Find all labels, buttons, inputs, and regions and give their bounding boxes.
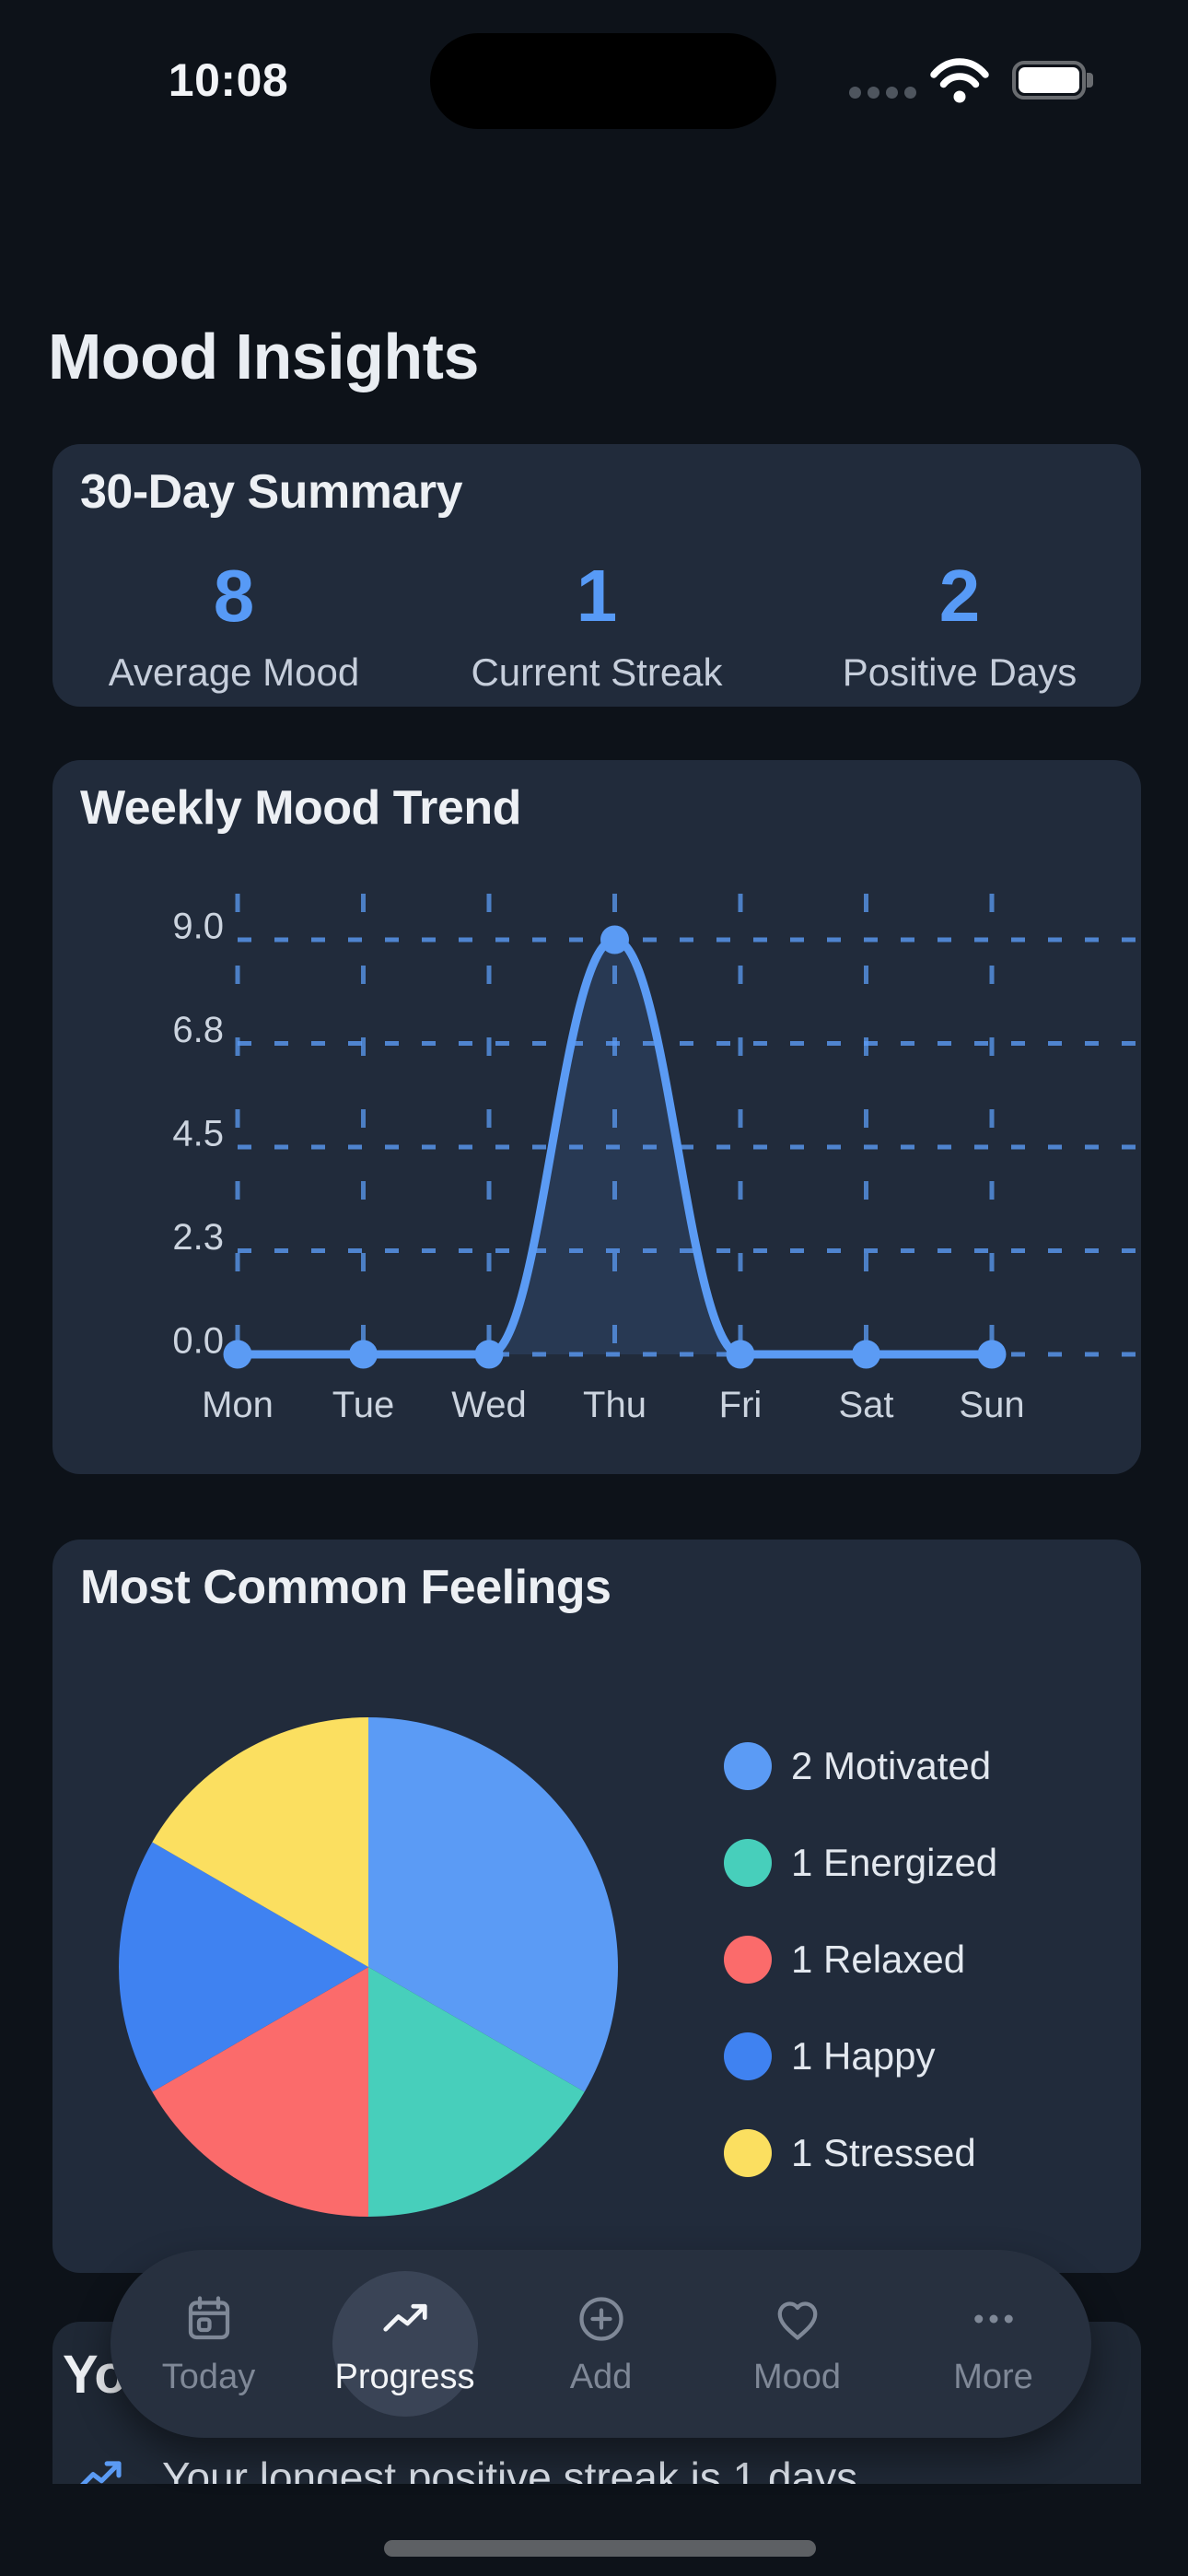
legend-item-motivated: 2 Motivated — [724, 1742, 997, 1790]
insight-row: Your longest positive streak is 1 days — [74, 2451, 857, 2484]
svg-text:Tue: Tue — [332, 1385, 394, 1425]
legend-label-energized: 1 Energized — [791, 1841, 998, 1884]
tab-bar: Today Progress Add Mood More — [111, 2250, 1091, 2438]
svg-text:Sat: Sat — [838, 1385, 893, 1425]
heart-icon — [777, 2301, 817, 2340]
tab-progress[interactable]: Progress — [307, 2250, 503, 2438]
stat-positive-days-value: 2 — [938, 555, 981, 637]
svg-text:Thu: Thu — [583, 1385, 646, 1425]
tab-today[interactable]: Today — [111, 2250, 307, 2438]
stat-average-mood: 8 Average Mood — [52, 556, 415, 695]
svg-text:6.8: 6.8 — [172, 1010, 224, 1050]
legend-item-energized: 1 Energized — [724, 1839, 997, 1887]
svg-text:Wed: Wed — [451, 1385, 527, 1425]
tab-add-label: Add — [569, 2357, 633, 2396]
summary-card: 30-Day Summary 8 Average Mood 1 Current … — [52, 444, 1141, 707]
tab-today-label: Today — [161, 2357, 256, 2396]
battery-icon — [1012, 61, 1093, 100]
svg-text:0.0: 0.0 — [172, 1321, 224, 1362]
status-time: 10:08 — [168, 54, 289, 106]
trending-up-icon — [80, 2461, 122, 2484]
legend-dot-stressed — [724, 2129, 772, 2177]
tab-add[interactable]: Add — [503, 2250, 699, 2438]
trend-chart: 9.0 6.8 4.5 2.3 0.0 Mon Tue Wed Thu Fri Sat Sun — [172, 894, 1139, 1425]
svg-text:4.5: 4.5 — [172, 1114, 224, 1154]
dynamic-island — [430, 33, 776, 129]
legend-dot-energized — [724, 1839, 772, 1887]
stat-current-streak-value: 1 — [576, 555, 618, 637]
tab-mood[interactable]: Mood — [699, 2250, 895, 2438]
feelings-legend: 2 Motivated 1 Energized 1 Relaxed 1 Happ… — [724, 1742, 997, 2177]
wifi-icon — [930, 58, 989, 103]
feelings-pie — [119, 1717, 618, 2217]
ellipsis-icon — [973, 2314, 1013, 2323]
tab-progress-label: Progress — [334, 2357, 475, 2396]
legend-dot-motivated — [724, 1742, 772, 1790]
tab-more[interactable]: More — [895, 2250, 1091, 2438]
legend-item-happy: 1 Happy — [724, 2032, 997, 2080]
trend-card-title: Weekly Mood Trend — [80, 781, 521, 835]
legend-label-motivated: 2 Motivated — [791, 1744, 992, 1787]
legend-label-happy: 1 Happy — [791, 2034, 936, 2078]
svg-text:Sun: Sun — [959, 1385, 1024, 1425]
tab-active-highlight — [332, 2271, 478, 2417]
stat-average-mood-label: Average Mood — [108, 650, 360, 694]
legend-item-relaxed: 1 Relaxed — [724, 1936, 997, 1984]
svg-text:2.3: 2.3 — [172, 1217, 224, 1258]
svg-text:Fri: Fri — [719, 1385, 763, 1425]
legend-label-relaxed: 1 Relaxed — [791, 1938, 966, 1981]
legend-dot-happy — [724, 2032, 772, 2080]
trending-up-icon — [382, 2303, 427, 2332]
summary-stats: 8 Average Mood 1 Current Streak 2 Positi… — [52, 556, 1141, 695]
svg-text:9.0: 9.0 — [172, 907, 224, 947]
legend-label-stressed: 1 Stressed — [791, 2131, 976, 2174]
svg-text:Mon: Mon — [202, 1385, 274, 1425]
home-indicator[interactable] — [384, 2540, 816, 2557]
calendar-icon — [188, 2295, 229, 2339]
stat-current-streak-label: Current Streak — [471, 650, 723, 694]
insight-text: Your longest positive streak is 1 days — [162, 2453, 858, 2484]
tab-mood-label: Mood — [752, 2357, 842, 2396]
legend-dot-relaxed — [724, 1936, 772, 1984]
stat-current-streak: 1 Current Streak — [415, 556, 778, 695]
page-title: Mood Insights — [48, 320, 479, 392]
plus-circle-icon — [578, 2296, 623, 2341]
stat-average-mood-value: 8 — [213, 555, 255, 637]
status-bar: 10:08 — [0, 0, 1188, 147]
stat-positive-days: 2 Positive Days — [778, 556, 1141, 695]
feelings-card: Most Common Feelings 2 Motivated 1 Energ… — [52, 1540, 1141, 2273]
summary-card-title: 30-Day Summary — [80, 465, 463, 519]
tab-more-label: More — [953, 2357, 1033, 2396]
legend-item-stressed: 1 Stressed — [724, 2129, 997, 2177]
stat-positive-days-label: Positive Days — [842, 650, 1077, 694]
cellular-dots-icon — [849, 87, 916, 99]
feelings-card-title: Most Common Feelings — [80, 1561, 611, 1614]
trend-card: Weekly Mood Trend 9.0 6.8 4.5 2.3 0.0 Mon Tue W… — [52, 760, 1141, 1474]
